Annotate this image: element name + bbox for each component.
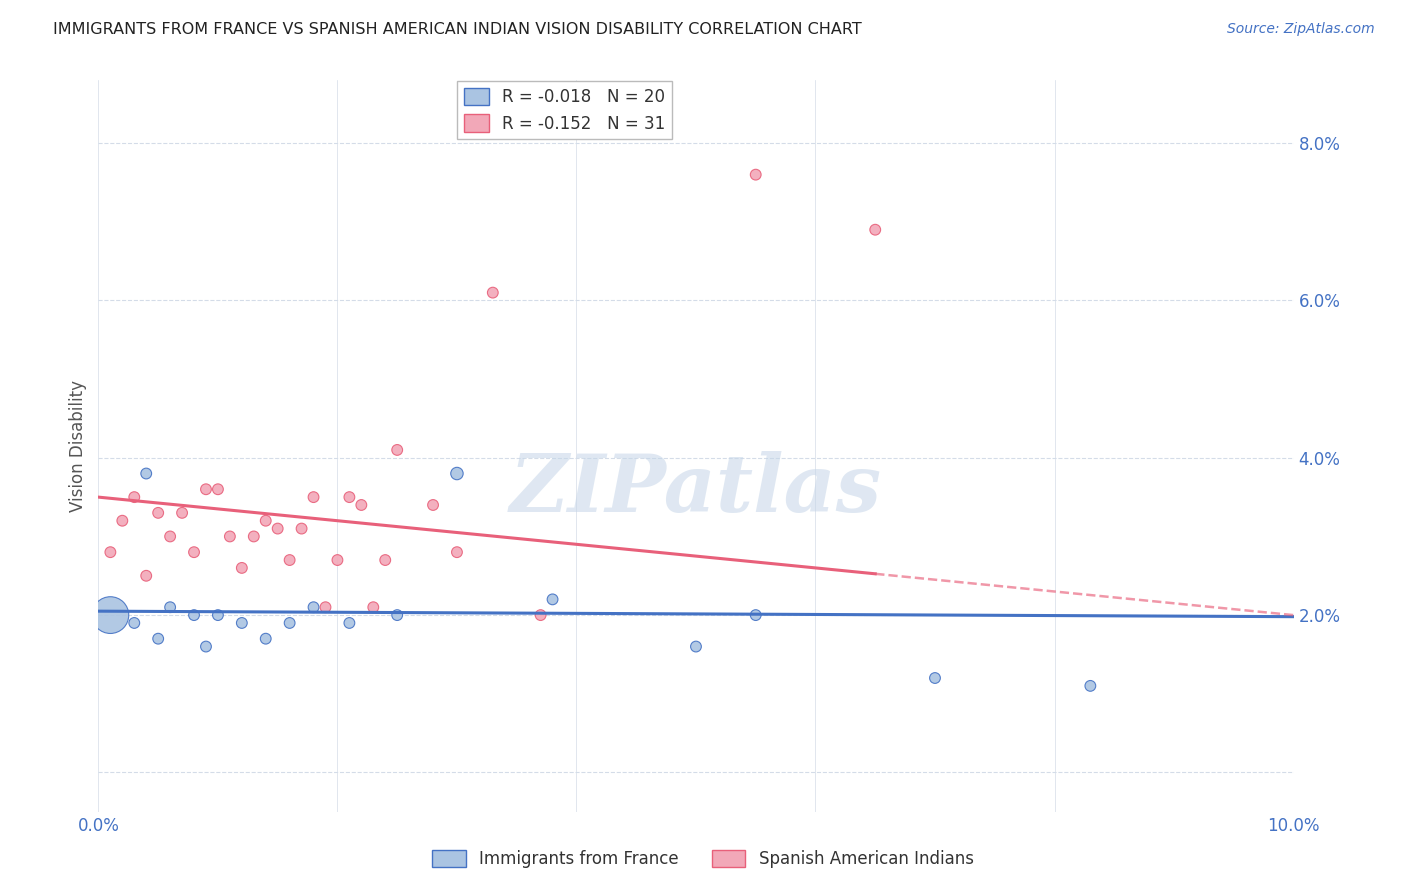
Point xyxy=(446,545,468,559)
Point xyxy=(148,506,170,520)
Point xyxy=(278,615,301,630)
Point xyxy=(530,608,553,623)
Point xyxy=(231,615,253,630)
Point xyxy=(363,600,385,615)
Point xyxy=(422,498,444,512)
Point xyxy=(135,568,157,582)
Text: IMMIGRANTS FROM FRANCE VS SPANISH AMERICAN INDIAN VISION DISABILITY CORRELATION : IMMIGRANTS FROM FRANCE VS SPANISH AMERIC… xyxy=(53,22,862,37)
Point xyxy=(302,490,325,504)
Point xyxy=(745,608,768,623)
Point xyxy=(374,553,396,567)
Point xyxy=(159,600,181,615)
Point xyxy=(111,514,134,528)
Point xyxy=(172,506,194,520)
Point xyxy=(195,482,218,496)
Text: ZIPatlas: ZIPatlas xyxy=(510,451,882,529)
Point xyxy=(685,640,707,654)
Text: Source: ZipAtlas.com: Source: ZipAtlas.com xyxy=(1227,22,1375,37)
Point xyxy=(315,600,337,615)
Point xyxy=(159,529,181,543)
Point xyxy=(278,553,301,567)
Point xyxy=(339,615,361,630)
Point xyxy=(195,640,218,654)
Point xyxy=(183,545,205,559)
Point xyxy=(291,522,314,536)
Point xyxy=(124,490,146,504)
Point xyxy=(482,285,505,300)
Point xyxy=(385,608,409,623)
Point xyxy=(1080,679,1102,693)
Legend: R = -0.018   N = 20, R = -0.152   N = 31: R = -0.018 N = 20, R = -0.152 N = 31 xyxy=(457,81,672,139)
Point xyxy=(98,608,122,623)
Point xyxy=(267,522,290,536)
Point xyxy=(254,514,277,528)
Point xyxy=(254,632,277,646)
Point xyxy=(231,561,253,575)
Point xyxy=(124,615,146,630)
Point xyxy=(207,482,229,496)
Point xyxy=(207,608,229,623)
Point xyxy=(745,168,768,182)
Point xyxy=(183,608,205,623)
Point xyxy=(446,467,468,481)
Point xyxy=(350,498,373,512)
Point xyxy=(924,671,946,685)
Legend: Immigrants from France, Spanish American Indians: Immigrants from France, Spanish American… xyxy=(426,843,980,875)
Point xyxy=(339,490,361,504)
Point xyxy=(219,529,242,543)
Point xyxy=(148,632,170,646)
Point xyxy=(326,553,349,567)
Point xyxy=(541,592,564,607)
Point xyxy=(243,529,266,543)
Point xyxy=(865,223,887,237)
Y-axis label: Vision Disability: Vision Disability xyxy=(69,380,87,512)
Point xyxy=(98,545,122,559)
Point xyxy=(302,600,325,615)
Point xyxy=(385,442,409,457)
Point xyxy=(135,467,157,481)
